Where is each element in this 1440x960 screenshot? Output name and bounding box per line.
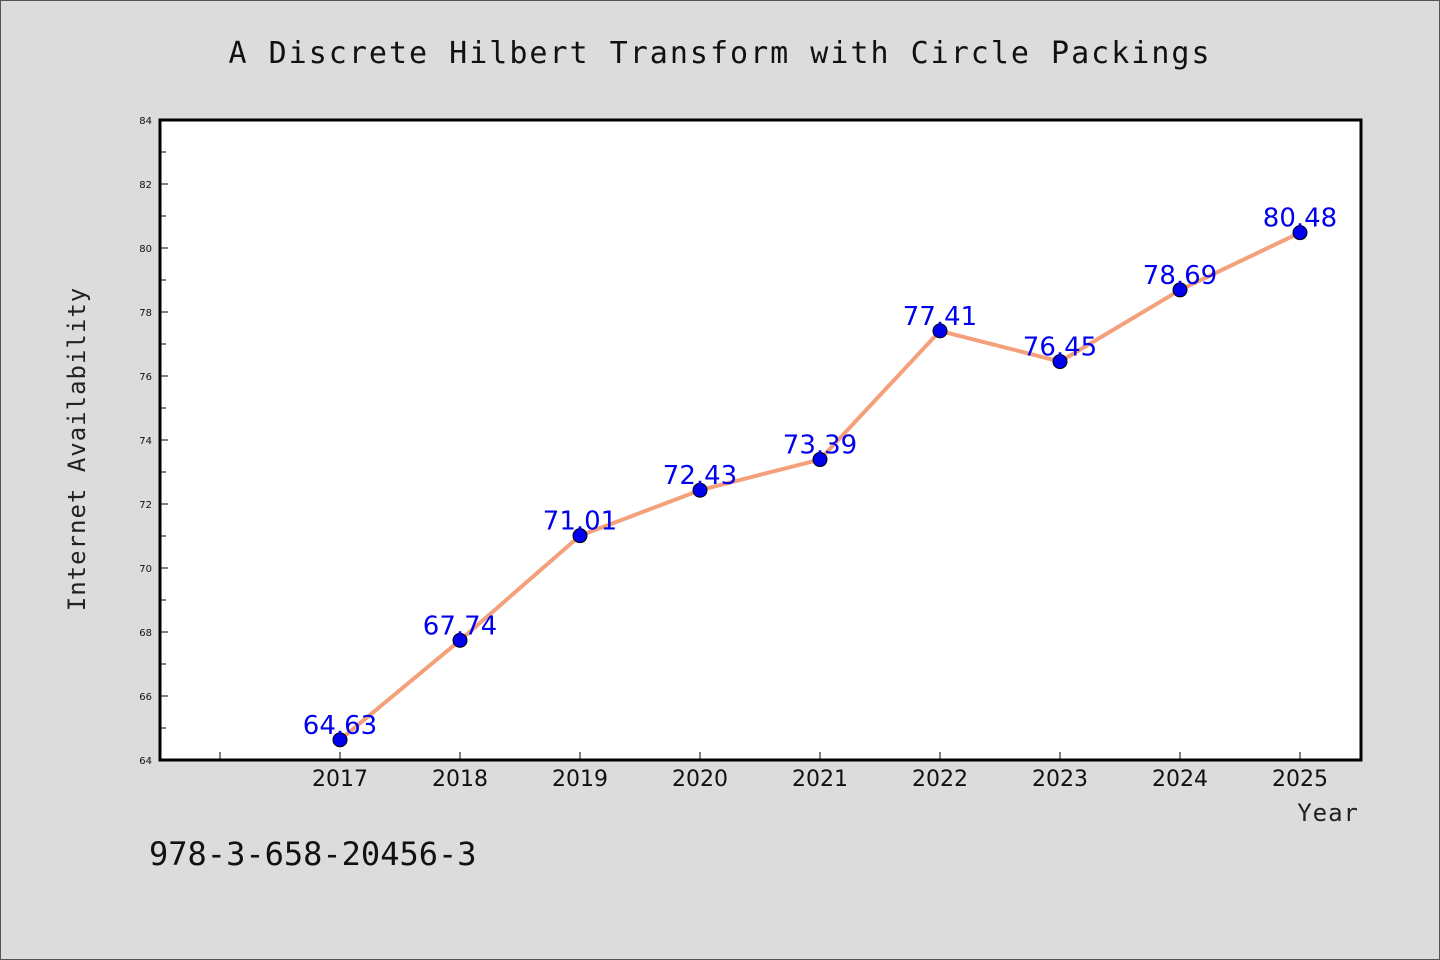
data-label: 64.63 <box>303 711 377 741</box>
data-point <box>1292 225 1308 241</box>
data-label: 71.01 <box>543 507 617 537</box>
data-label: 72.43 <box>663 461 737 491</box>
x-axis-ticks: 2017 2018 2019 2020 2021 2022 2023 2024 2025 <box>219 752 1328 792</box>
y-tick-label: 78 <box>139 308 152 319</box>
data-label: 77.41 <box>903 302 977 332</box>
y-tick-label: 64 <box>139 756 152 767</box>
x-tick-label: 2020 <box>672 767 728 792</box>
x-tick-label: 2017 <box>312 767 368 792</box>
data-label: 78.69 <box>1143 261 1217 291</box>
y-tick-label: 80 <box>139 244 152 255</box>
x-tick-label: 2019 <box>552 767 608 792</box>
x-axis-label: Year <box>1297 799 1359 827</box>
data-point <box>812 452 828 468</box>
data-label: 76.45 <box>1023 333 1097 363</box>
x-tick-label: 2018 <box>432 767 488 792</box>
y-tick-label: 82 <box>139 180 152 191</box>
y-tick-label: 76 <box>139 372 152 383</box>
y-tick-label: 84 <box>139 116 152 127</box>
y-axis-ticks: 64 66 68 70 72 74 76 78 80 82 84 <box>139 116 168 767</box>
plot-area <box>158 118 1363 762</box>
y-tick-label: 68 <box>139 628 152 639</box>
y-axis-label: Internet Availability <box>63 287 91 611</box>
y-tick-label: 70 <box>139 564 152 575</box>
data-point <box>452 632 468 648</box>
x-tick-label: 2024 <box>1152 767 1208 792</box>
isbn-text: 978-3-658-20456-3 <box>149 835 477 873</box>
x-tick-label: 2023 <box>1032 767 1088 792</box>
y-tick-label: 66 <box>139 692 152 703</box>
data-point <box>932 323 948 339</box>
data-point <box>692 482 708 498</box>
data-point <box>1052 354 1068 370</box>
data-point <box>1172 282 1188 298</box>
x-tick-label: 2021 <box>792 767 848 792</box>
chart-title: A Discrete Hilbert Transform with Circle… <box>228 36 1211 71</box>
data-label: 67.74 <box>423 611 497 641</box>
data-point <box>572 528 588 544</box>
x-tick-label: 2022 <box>912 767 968 792</box>
y-tick-label: 72 <box>139 500 152 511</box>
data-markers <box>332 225 1308 748</box>
data-label: 80.48 <box>1263 204 1337 234</box>
x-tick-label: 2025 <box>1272 767 1328 792</box>
y-tick-label: 74 <box>139 436 152 447</box>
data-point <box>332 732 348 748</box>
data-labels: 64.63 67.74 71.01 72.43 73.39 77.41 76.45 78.69… <box>303 204 1337 741</box>
data-label: 73.39 <box>783 431 857 461</box>
